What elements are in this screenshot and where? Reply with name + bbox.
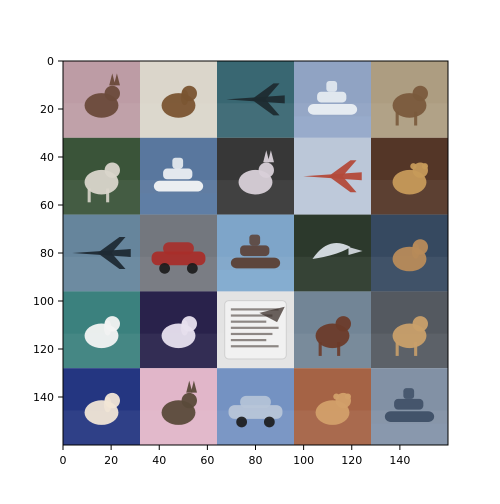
- tile-1-4: [371, 137, 448, 215]
- truck-icon: [151, 242, 206, 274]
- y-tick-label: 0: [47, 55, 54, 68]
- bird-icon: [312, 243, 363, 259]
- x-tick-label: 20: [104, 454, 118, 467]
- dog-icon: [84, 392, 120, 425]
- tile-0-3: [294, 61, 371, 138]
- x-tick-label: 60: [200, 454, 214, 467]
- x-tick-label: 40: [152, 454, 166, 467]
- tile-1-2: [217, 137, 294, 215]
- tile-2-2: [217, 214, 294, 292]
- dog-icon: [392, 239, 428, 272]
- car-icon: [228, 395, 283, 428]
- cat-icon: [84, 73, 120, 118]
- tile-3-2: [217, 291, 294, 369]
- ship-icon: [217, 234, 294, 292]
- y-tick-label: 20: [40, 103, 54, 116]
- y-tick-label: 120: [33, 343, 54, 356]
- tile-3-1: [140, 291, 217, 369]
- tile-3-4: [371, 291, 448, 369]
- tile-2-0: [63, 214, 140, 292]
- y-axis-ticks: 0 20 40 60 80 100 120 140: [33, 55, 63, 404]
- x-tick-label: 80: [249, 454, 263, 467]
- dog-icon: [84, 316, 120, 349]
- y-tick-label: 140: [33, 391, 54, 404]
- y-tick-label: 60: [40, 199, 54, 212]
- airplane-icon: [226, 83, 285, 116]
- document-icon: [224, 300, 287, 360]
- tile-0-1: [140, 61, 217, 138]
- x-tick-label: 0: [60, 454, 67, 467]
- tile-4-0: [63, 368, 140, 445]
- tile-3-3: [294, 291, 371, 369]
- tile-4-2: [217, 368, 294, 445]
- tile-4-4: [371, 368, 448, 445]
- deer-icon: [392, 85, 428, 126]
- cat-icon: [161, 380, 197, 425]
- ship-icon: [371, 388, 448, 445]
- tile-grid: [63, 61, 448, 445]
- tile-2-1: [140, 214, 217, 292]
- tile-0-2: [217, 61, 294, 138]
- tile-0-4: [371, 61, 448, 138]
- tile-4-1: [140, 368, 217, 445]
- horse-icon: [315, 316, 351, 356]
- ship-icon: [140, 157, 217, 215]
- x-tick-label: 140: [389, 454, 410, 467]
- tile-1-3: [294, 137, 371, 215]
- tile-1-1: [140, 137, 217, 215]
- horse-icon: [392, 316, 428, 356]
- y-tick-label: 40: [40, 151, 54, 164]
- x-axis-ticks: 0 20 40 60 80 100 120 140: [60, 445, 410, 467]
- dog-icon: [161, 85, 197, 118]
- tile-2-4: [371, 214, 448, 292]
- frog-icon: [315, 392, 351, 425]
- x-tick-label: 100: [293, 454, 314, 467]
- y-tick-label: 100: [33, 295, 54, 308]
- ship-icon: [294, 80, 371, 138]
- y-tick-label: 80: [40, 247, 54, 260]
- frog-icon: [392, 162, 428, 195]
- tile-1-0: [63, 137, 140, 215]
- airplane-icon: [303, 160, 362, 193]
- airplane-icon: [72, 237, 131, 269]
- cat-icon: [238, 150, 274, 195]
- tile-2-3: [294, 214, 371, 292]
- dog-icon: [161, 316, 197, 349]
- x-tick-label: 120: [341, 454, 362, 467]
- axes: [62, 60, 449, 446]
- tile-3-0: [63, 291, 140, 369]
- tile-0-0: [63, 61, 140, 138]
- tile-4-3: [294, 368, 371, 445]
- horse-icon: [84, 162, 120, 203]
